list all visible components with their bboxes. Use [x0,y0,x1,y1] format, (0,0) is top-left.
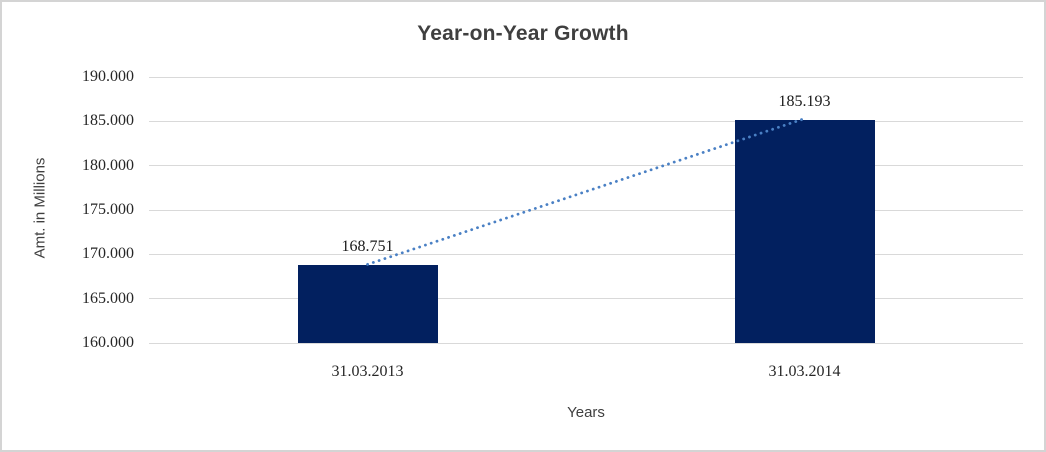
x-axis-title: Years [567,404,605,421]
y-axis-title: Amt. in Millions [31,157,49,259]
bar [297,265,438,343]
y-tick-label: 180.000 [82,156,134,174]
y-tick-label: 165.000 [82,289,134,307]
chart-title: Year-on-Year Growth [417,22,629,45]
y-tick-label: 175.000 [82,201,134,218]
gridline [149,76,1023,78]
y-tick-label: 170.000 [82,245,134,263]
gridline [149,120,1023,122]
gridline [149,253,1023,255]
y-tick-label: 185.000 [82,112,134,130]
y-tick-label: 190.000 [82,68,134,85]
x-tick-label: 31.03.2013 [331,363,404,380]
y-tick-label: 160.000 [82,334,134,351]
x-tick-label: 31.03.2014 [768,363,841,380]
bar [734,119,875,343]
gridline [149,298,1023,300]
gridline [149,342,1023,344]
bar-data-label: 185.193 [778,92,831,110]
bar-data-label: 168.751 [341,238,394,256]
gridline [149,165,1023,167]
gridline [149,209,1023,211]
